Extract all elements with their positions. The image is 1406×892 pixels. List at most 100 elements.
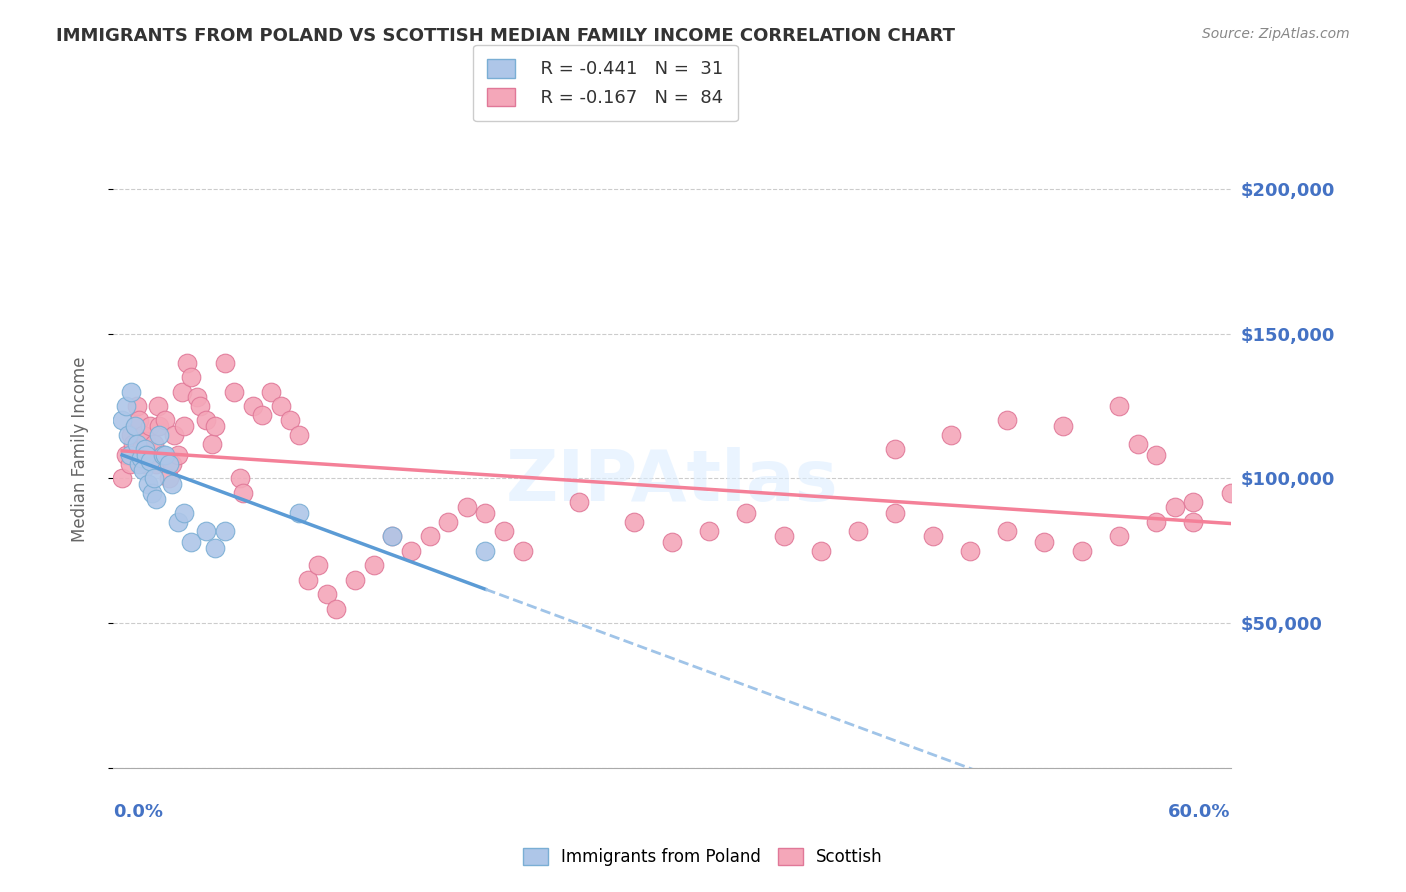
- Point: [122, 436, 145, 450]
- Point: [131, 463, 153, 477]
- Text: IMMIGRANTS FROM POLAND VS SCOTTISH MEDIAN FAMILY INCOME CORRELATION CHART: IMMIGRANTS FROM POLAND VS SCOTTISH MEDIA…: [56, 27, 955, 45]
- Point: [152, 448, 174, 462]
- Point: [128, 457, 150, 471]
- Point: [163, 428, 186, 442]
- Text: 0.0%: 0.0%: [112, 803, 163, 821]
- Point: [167, 448, 190, 462]
- Point: [146, 399, 169, 413]
- Point: [142, 436, 165, 450]
- Point: [141, 486, 163, 500]
- Point: [325, 601, 347, 615]
- Point: [344, 573, 367, 587]
- Point: [136, 477, 159, 491]
- Point: [148, 428, 170, 442]
- Point: [316, 587, 339, 601]
- Point: [134, 457, 156, 471]
- Point: [135, 434, 157, 448]
- Point: [157, 471, 180, 485]
- Point: [884, 506, 907, 520]
- Point: [494, 524, 516, 538]
- Text: ZIPAtlas: ZIPAtlas: [505, 447, 838, 516]
- Point: [437, 515, 460, 529]
- Point: [959, 543, 981, 558]
- Point: [124, 419, 146, 434]
- Point: [1033, 535, 1056, 549]
- Point: [772, 529, 794, 543]
- Point: [118, 457, 141, 471]
- Point: [1108, 529, 1130, 543]
- Point: [1052, 419, 1074, 434]
- Point: [162, 457, 184, 471]
- Point: [153, 413, 176, 427]
- Point: [1182, 494, 1205, 508]
- Point: [180, 370, 202, 384]
- Point: [204, 419, 226, 434]
- Point: [381, 529, 404, 543]
- Point: [381, 529, 404, 543]
- Point: [125, 399, 148, 413]
- Point: [1126, 436, 1149, 450]
- Point: [204, 541, 226, 555]
- Text: 60.0%: 60.0%: [1168, 803, 1230, 821]
- Point: [512, 543, 534, 558]
- Point: [131, 428, 153, 442]
- Y-axis label: Median Family Income: Median Family Income: [72, 357, 89, 542]
- Point: [270, 399, 292, 413]
- Point: [222, 384, 245, 399]
- Point: [148, 419, 170, 434]
- Point: [474, 506, 496, 520]
- Point: [1108, 399, 1130, 413]
- Point: [173, 506, 195, 520]
- Point: [214, 355, 236, 369]
- Point: [474, 543, 496, 558]
- Point: [167, 515, 190, 529]
- Point: [124, 419, 146, 434]
- Point: [810, 543, 832, 558]
- Point: [735, 506, 758, 520]
- Point: [297, 573, 319, 587]
- Point: [157, 457, 180, 471]
- Point: [162, 477, 184, 491]
- Point: [190, 399, 212, 413]
- Point: [170, 384, 193, 399]
- Point: [180, 535, 202, 549]
- Point: [139, 419, 162, 434]
- Point: [288, 428, 311, 442]
- Point: [846, 524, 869, 538]
- Point: [136, 448, 159, 462]
- Point: [260, 384, 283, 399]
- Point: [242, 399, 264, 413]
- Point: [117, 428, 139, 442]
- Point: [128, 413, 150, 427]
- Point: [1144, 448, 1167, 462]
- Point: [884, 442, 907, 457]
- Point: [152, 448, 174, 462]
- Point: [232, 486, 254, 500]
- Point: [195, 413, 218, 427]
- Point: [1164, 500, 1187, 515]
- Point: [135, 448, 157, 462]
- Point: [115, 448, 138, 462]
- Point: [142, 471, 165, 485]
- Point: [1219, 486, 1241, 500]
- Point: [118, 448, 141, 462]
- Point: [111, 413, 134, 427]
- Point: [125, 436, 148, 450]
- Point: [307, 558, 329, 573]
- Point: [121, 384, 143, 399]
- Point: [121, 428, 143, 442]
- Point: [129, 451, 152, 466]
- Point: [278, 413, 301, 427]
- Point: [456, 500, 478, 515]
- Point: [139, 454, 162, 468]
- Point: [228, 471, 250, 485]
- Point: [129, 442, 152, 457]
- Point: [153, 448, 176, 462]
- Point: [1182, 515, 1205, 529]
- Point: [363, 558, 385, 573]
- Point: [419, 529, 441, 543]
- Point: [288, 506, 311, 520]
- Point: [145, 491, 167, 506]
- Legend:   R = -0.441   N =  31,   R = -0.167   N =  84: R = -0.441 N = 31, R = -0.167 N = 84: [472, 45, 738, 121]
- Point: [921, 529, 943, 543]
